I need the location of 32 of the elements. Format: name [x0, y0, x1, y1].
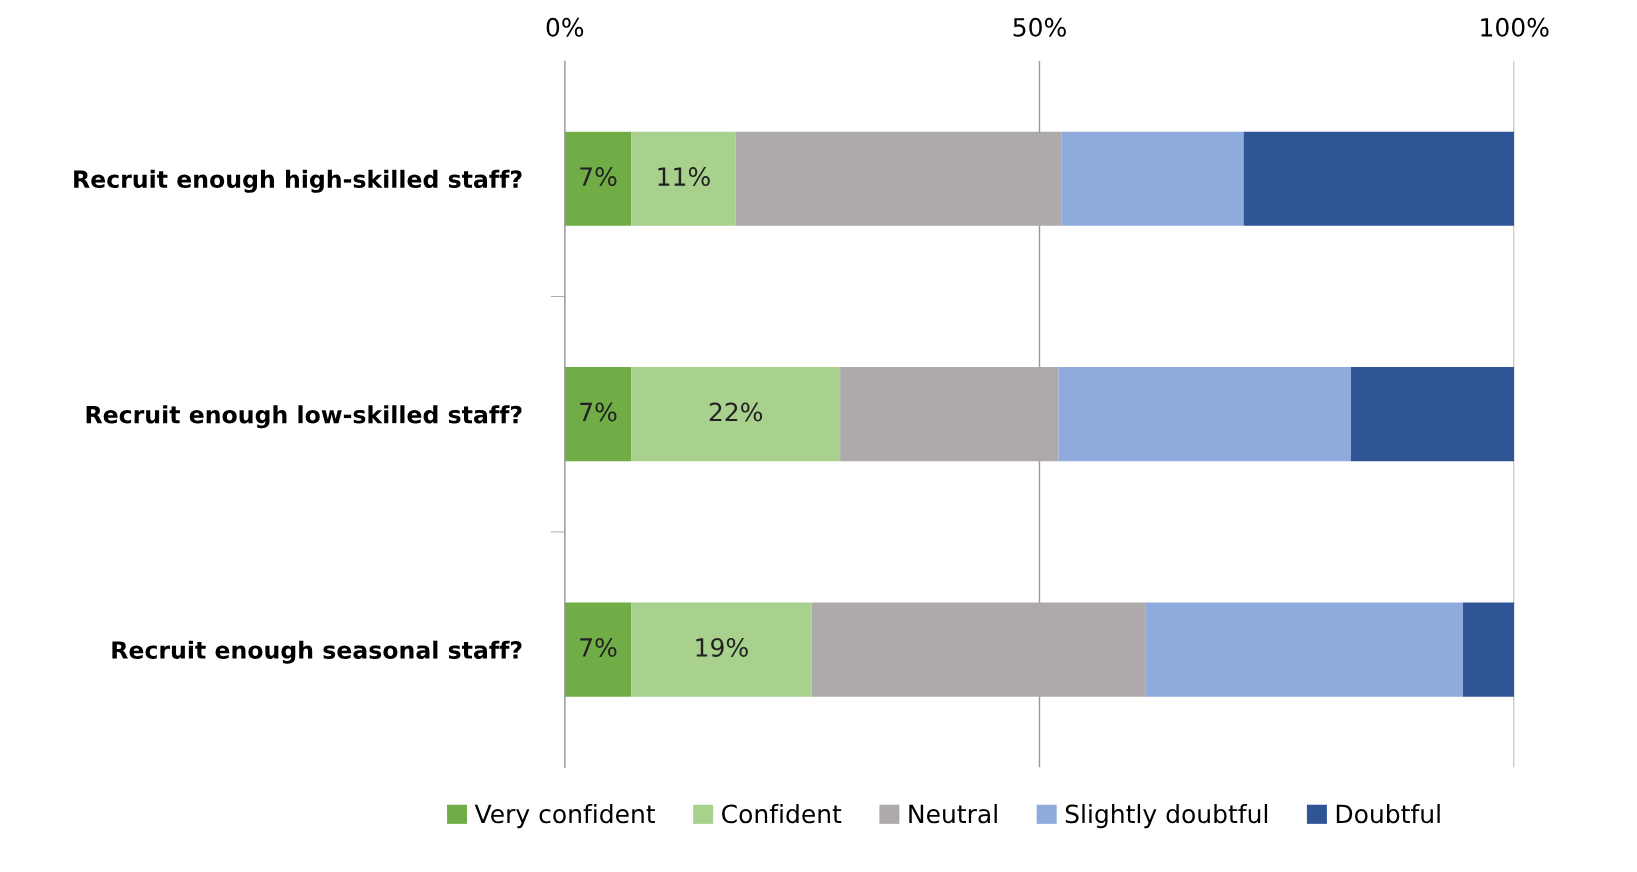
legend-label: Neutral: [909, 803, 997, 824]
x-tick-label: 0%: [546, 17, 584, 37]
y-tick-label: Recruit enough high-skilled staff?: [74, 169, 522, 193]
data-label: 7%: [580, 402, 617, 422]
data-label: 7%: [580, 637, 617, 657]
bar: [564, 602, 632, 697]
bar: [811, 602, 1146, 697]
bar: [564, 131, 632, 226]
data-label: 11%: [658, 167, 710, 187]
bar: [840, 367, 1059, 462]
x-tick-label: 50%: [1013, 17, 1066, 37]
data-label: 7%: [580, 167, 617, 187]
bar: [735, 131, 1062, 226]
legend-label: Slightly doubtful: [1065, 803, 1268, 829]
bar: [1061, 131, 1244, 226]
bar: [631, 367, 841, 462]
y-tick-label: Recruit enough low-skilled staff?: [86, 405, 522, 429]
y-tick-label: Recruit enough seasonal staff?: [112, 640, 522, 664]
legend-label: Very confident: [474, 803, 656, 829]
bar: [1462, 602, 1515, 697]
legend-label: Confident: [722, 803, 842, 824]
legend-label: Doubtful: [1336, 803, 1440, 824]
bar: [631, 602, 812, 697]
x-tick-label: 100%: [1481, 17, 1549, 37]
bar: [1058, 367, 1351, 462]
bar: [1243, 131, 1515, 226]
bar: [564, 367, 632, 462]
data-label: 19%: [696, 637, 748, 657]
bar: [1145, 602, 1463, 697]
data-label: 22%: [709, 402, 763, 422]
bar: [631, 131, 736, 226]
bar: [1350, 367, 1515, 462]
